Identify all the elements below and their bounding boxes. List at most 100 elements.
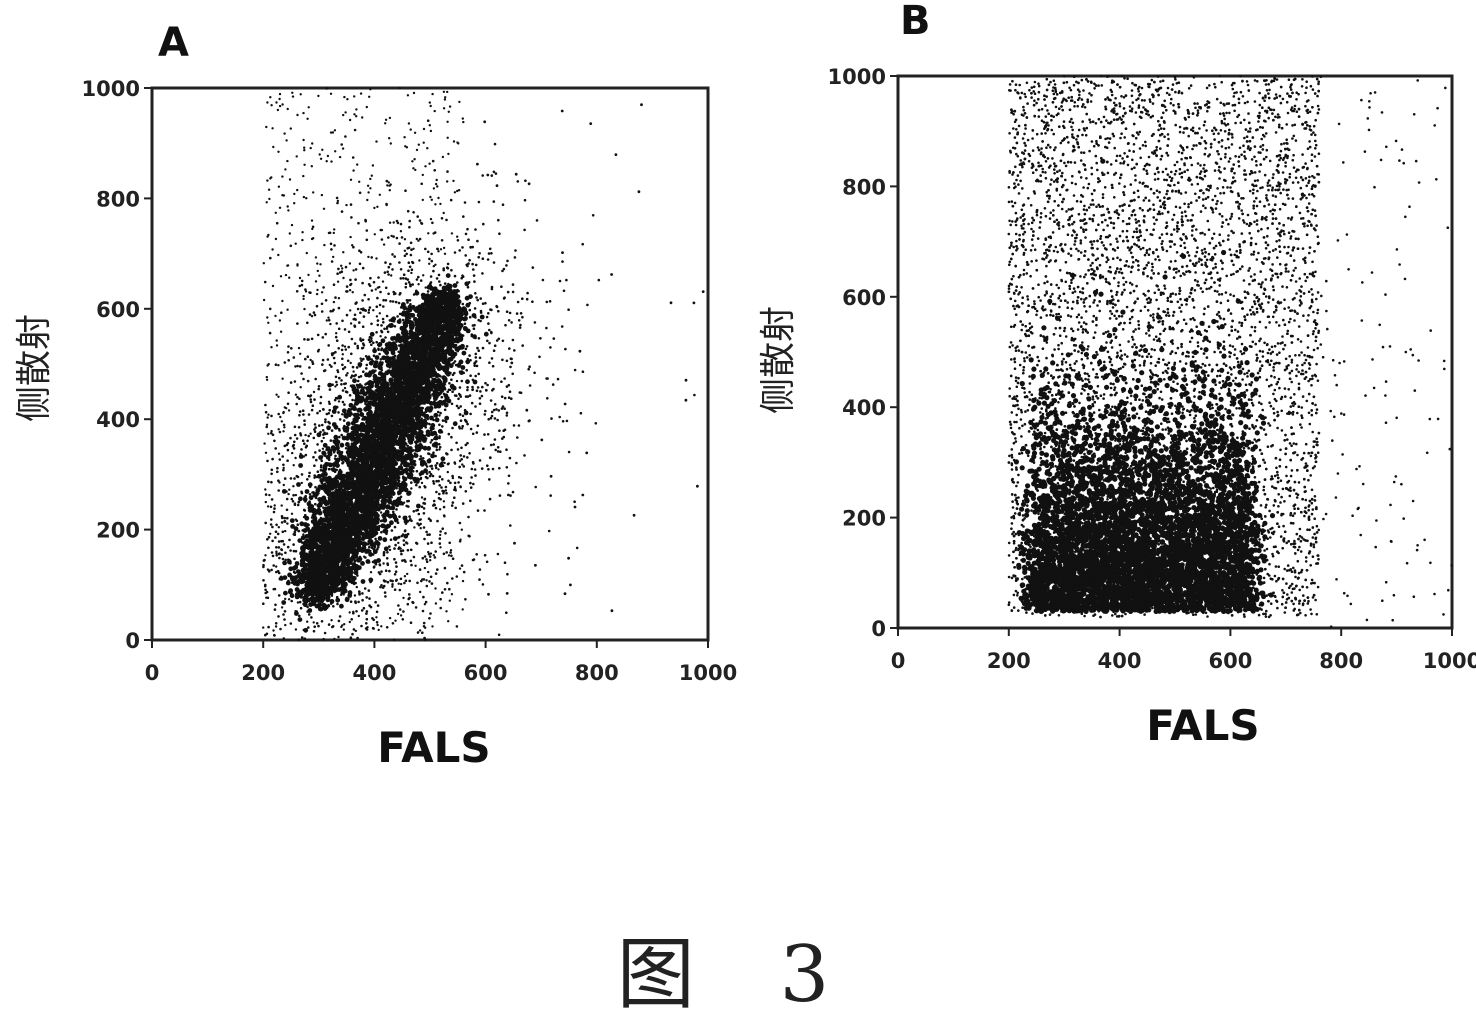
data-point bbox=[317, 625, 320, 628]
data-point bbox=[405, 253, 408, 256]
data-point bbox=[335, 548, 338, 551]
data-point bbox=[352, 378, 357, 383]
data-point bbox=[264, 404, 267, 407]
data-point bbox=[468, 535, 471, 538]
data-point bbox=[454, 275, 457, 278]
data-point bbox=[493, 349, 496, 352]
data-point bbox=[389, 263, 392, 266]
data-point bbox=[316, 574, 319, 577]
data-point bbox=[469, 316, 472, 319]
data-point bbox=[327, 502, 330, 505]
data-point bbox=[427, 119, 430, 122]
data-point bbox=[428, 347, 431, 350]
data-point bbox=[359, 263, 362, 266]
data-point bbox=[352, 413, 355, 416]
data-point bbox=[379, 291, 382, 294]
data-point bbox=[370, 413, 373, 416]
data-point bbox=[378, 415, 381, 418]
data-point bbox=[321, 310, 324, 313]
data-point bbox=[283, 591, 288, 596]
data-point bbox=[375, 563, 378, 566]
data-point bbox=[354, 517, 359, 522]
data-point bbox=[394, 588, 397, 591]
data-point bbox=[446, 273, 451, 278]
data-point bbox=[368, 446, 373, 451]
data-point bbox=[283, 543, 286, 546]
data-point bbox=[406, 349, 409, 352]
data-point bbox=[401, 312, 406, 317]
data-point bbox=[416, 470, 419, 473]
data-point bbox=[411, 353, 416, 358]
data-point bbox=[451, 403, 454, 406]
data-point bbox=[353, 430, 356, 433]
data-point bbox=[474, 375, 477, 378]
data-point bbox=[364, 435, 367, 438]
data-point bbox=[490, 252, 493, 255]
data-point bbox=[491, 174, 494, 177]
data-point bbox=[332, 422, 337, 427]
data-point bbox=[450, 378, 453, 381]
data-point bbox=[385, 569, 388, 572]
data-point bbox=[313, 630, 316, 633]
data-point bbox=[345, 559, 348, 562]
data-point bbox=[412, 343, 415, 346]
data-point bbox=[296, 322, 299, 325]
data-point bbox=[325, 507, 330, 512]
data-point bbox=[313, 590, 318, 595]
data-point bbox=[417, 352, 422, 357]
data-point bbox=[401, 337, 404, 340]
data-point bbox=[452, 339, 455, 342]
data-point bbox=[360, 412, 363, 415]
data-point bbox=[505, 264, 508, 267]
data-point bbox=[372, 416, 375, 419]
data-point bbox=[438, 296, 441, 299]
data-point bbox=[339, 604, 344, 609]
data-point bbox=[574, 369, 577, 372]
data-point bbox=[393, 516, 396, 519]
data-point bbox=[324, 418, 327, 421]
data-point bbox=[439, 290, 444, 295]
data-point bbox=[390, 407, 395, 412]
data-point bbox=[312, 362, 315, 365]
data-point bbox=[345, 582, 348, 585]
data-point bbox=[401, 236, 404, 239]
data-point bbox=[396, 411, 399, 414]
data-point bbox=[400, 578, 403, 581]
data-point bbox=[455, 344, 458, 347]
data-point bbox=[323, 464, 326, 467]
data-point bbox=[444, 282, 447, 285]
data-point bbox=[477, 256, 480, 259]
data-point bbox=[408, 342, 411, 345]
data-point bbox=[693, 394, 696, 397]
data-point bbox=[474, 316, 477, 319]
data-point bbox=[397, 604, 400, 607]
data-point bbox=[389, 378, 394, 383]
data-point bbox=[363, 521, 366, 524]
data-point bbox=[308, 564, 313, 569]
data-point bbox=[282, 469, 285, 472]
data-point bbox=[336, 596, 339, 599]
data-point bbox=[428, 410, 431, 413]
data-point bbox=[326, 484, 329, 487]
data-point bbox=[336, 540, 339, 543]
data-point bbox=[481, 467, 484, 470]
data-point bbox=[293, 356, 296, 359]
data-point bbox=[368, 546, 371, 549]
data-point bbox=[346, 504, 349, 507]
data-point bbox=[405, 392, 408, 395]
data-point bbox=[488, 252, 491, 255]
data-point bbox=[378, 400, 383, 405]
data-point bbox=[310, 498, 313, 501]
data-point bbox=[369, 534, 372, 537]
data-point bbox=[326, 425, 331, 430]
data-point bbox=[516, 312, 519, 315]
data-point bbox=[501, 437, 504, 440]
data-point bbox=[393, 389, 396, 392]
data-point bbox=[348, 484, 351, 487]
data-point bbox=[333, 357, 336, 360]
data-point bbox=[298, 414, 301, 417]
data-point bbox=[265, 411, 268, 414]
data-point bbox=[466, 456, 469, 459]
data-point bbox=[336, 406, 339, 409]
data-point bbox=[321, 620, 324, 623]
